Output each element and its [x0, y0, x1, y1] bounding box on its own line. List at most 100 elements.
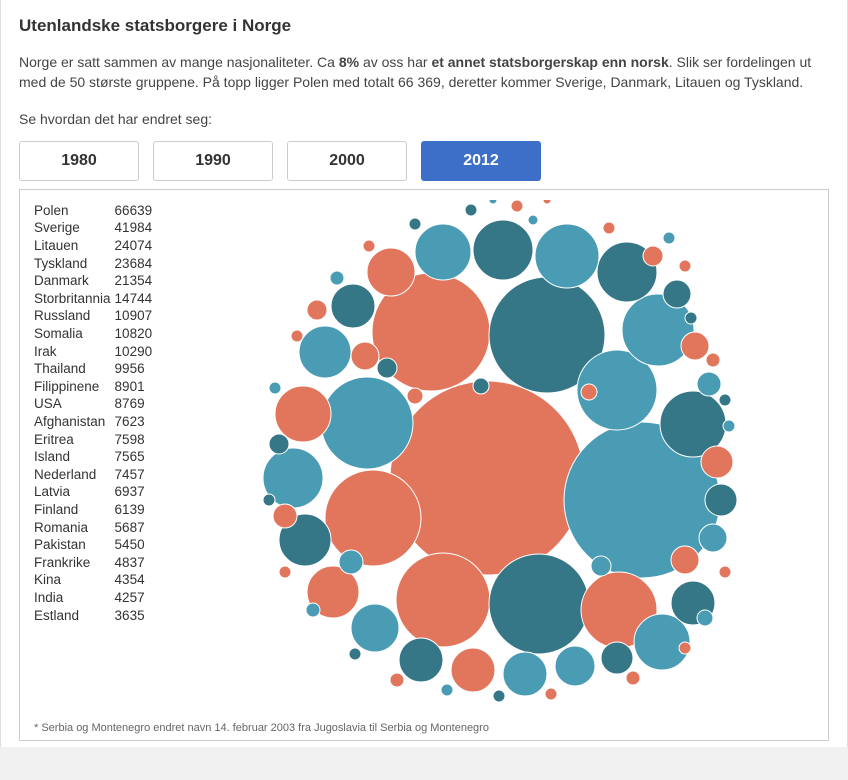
value-cell: 4354 [111, 571, 153, 589]
table-row: Polen66639 [34, 202, 152, 220]
bubble[interactable] [390, 673, 404, 687]
bubble[interactable] [697, 372, 721, 396]
value-cell: 8901 [111, 378, 153, 396]
bubble[interactable] [555, 646, 595, 686]
bubble[interactable] [263, 494, 275, 506]
bubble[interactable] [601, 642, 633, 674]
bubble[interactable] [493, 690, 505, 702]
country-cell: Danmark [34, 272, 111, 290]
value-cell: 41984 [111, 219, 153, 237]
bubble[interactable] [349, 648, 361, 660]
bubble[interactable] [719, 566, 731, 578]
value-cell: 3635 [111, 606, 153, 624]
bubble[interactable] [299, 326, 351, 378]
table-row: India4257 [34, 589, 152, 607]
value-cell: 24074 [111, 237, 153, 255]
bubble[interactable] [681, 332, 709, 360]
bubble[interactable] [331, 284, 375, 328]
bubble[interactable] [591, 556, 611, 576]
bubble[interactable] [325, 470, 421, 566]
bubble[interactable] [535, 224, 599, 288]
value-cell: 7457 [111, 466, 153, 484]
page-title: Utenlandske statsborgere i Norge [19, 16, 829, 36]
bubble[interactable] [321, 377, 413, 469]
value-cell: 6937 [111, 483, 153, 501]
bubble[interactable] [306, 603, 320, 617]
country-cell: Eritrea [34, 430, 111, 448]
table-row: Russland10907 [34, 307, 152, 325]
bubble[interactable] [465, 204, 477, 216]
bubble[interactable] [679, 642, 691, 654]
bubble[interactable] [489, 200, 497, 204]
country-cell: Irak [34, 342, 111, 360]
bubble[interactable] [697, 610, 713, 626]
bubble[interactable] [634, 614, 690, 670]
bubble[interactable] [719, 394, 731, 406]
bubble[interactable] [339, 550, 363, 574]
table-row: Sverige41984 [34, 219, 152, 237]
bubble[interactable] [663, 280, 691, 308]
bubble[interactable] [396, 553, 490, 647]
bubble[interactable] [307, 300, 327, 320]
bubble[interactable] [441, 684, 453, 696]
bubble[interactable] [269, 382, 281, 394]
bubble[interactable] [626, 671, 640, 685]
bubble[interactable] [377, 358, 397, 378]
bubble[interactable] [671, 546, 699, 574]
bubble[interactable] [273, 504, 297, 528]
bubble[interactable] [528, 215, 538, 225]
bubble[interactable] [367, 248, 415, 296]
tab-year[interactable]: 1980 [19, 141, 139, 181]
bubble[interactable] [351, 342, 379, 370]
country-cell: Polen [34, 202, 111, 220]
table-row: Latvia6937 [34, 483, 152, 501]
bubble[interactable] [473, 220, 533, 280]
data-table: Polen66639Sverige41984Litauen24074Tyskla… [34, 202, 152, 624]
bubble[interactable] [679, 260, 691, 272]
bubble[interactable] [415, 224, 471, 280]
table-row: Afghanistan7623 [34, 413, 152, 431]
bubble[interactable] [723, 420, 735, 432]
table-row: Danmark21354 [34, 272, 152, 290]
bubble[interactable] [279, 566, 291, 578]
bubble[interactable] [291, 330, 303, 342]
bubble[interactable] [409, 218, 421, 230]
intro-percent: 8% [339, 54, 359, 70]
bubble[interactable] [663, 232, 675, 244]
bubble[interactable] [603, 222, 615, 234]
country-cell: Litauen [34, 237, 111, 255]
bubble[interactable] [581, 384, 597, 400]
country-cell: USA [34, 395, 111, 413]
tab-year[interactable]: 2000 [287, 141, 407, 181]
tab-year[interactable]: 1990 [153, 141, 273, 181]
bubble[interactable] [407, 388, 423, 404]
bubble[interactable] [390, 381, 584, 575]
bubble[interactable] [473, 378, 489, 394]
bubble[interactable] [363, 240, 375, 252]
bubble[interactable] [503, 652, 547, 696]
table-row: Storbritannia14744 [34, 290, 152, 308]
bubble[interactable] [701, 446, 733, 478]
bubble[interactable] [511, 200, 523, 212]
bubble[interactable] [489, 554, 589, 654]
bubble[interactable] [706, 353, 720, 367]
bubble[interactable] [275, 386, 331, 442]
bubble[interactable] [685, 312, 697, 324]
bubble[interactable] [545, 688, 557, 700]
bubble[interactable] [451, 648, 495, 692]
tab-year[interactable]: 2012 [421, 141, 541, 181]
bubble[interactable] [399, 638, 443, 682]
table-row: Estland3635 [34, 606, 152, 624]
table-row: Kina4354 [34, 571, 152, 589]
bubble[interactable] [543, 200, 551, 204]
value-cell: 66639 [111, 202, 153, 220]
country-cell: Russland [34, 307, 111, 325]
bubble[interactable] [699, 524, 727, 552]
value-cell: 7598 [111, 430, 153, 448]
bubble[interactable] [705, 484, 737, 516]
bubble[interactable] [330, 271, 344, 285]
bubble[interactable] [269, 434, 289, 454]
bubble[interactable] [643, 246, 663, 266]
bubble[interactable] [351, 604, 399, 652]
country-cell: Filippinene [34, 378, 111, 396]
